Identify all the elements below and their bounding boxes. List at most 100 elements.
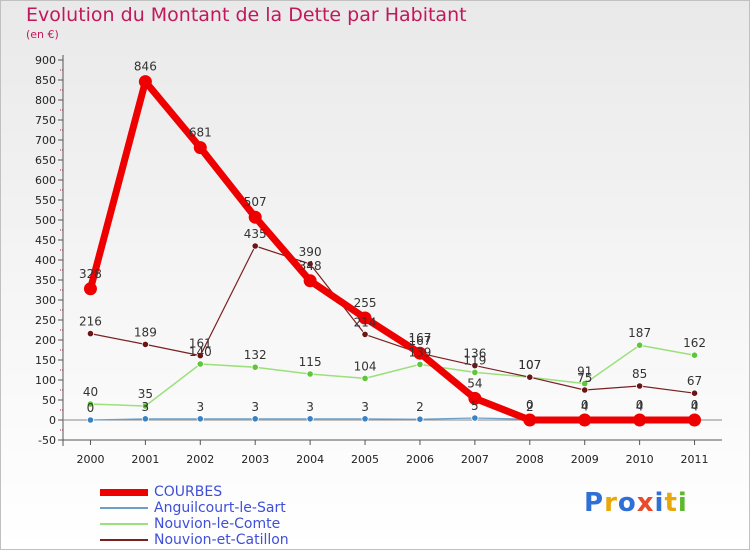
proxiti-logo: Proxiti (584, 488, 688, 518)
data-label-nouvion-le-comte: 140 (189, 345, 212, 359)
data-point-anguilcourt-le-sart (361, 415, 369, 423)
data-point-courbes (303, 274, 317, 288)
x-tick-label: 2011 (681, 453, 709, 466)
data-point-courbes (193, 141, 207, 155)
logo-letter: r (604, 488, 618, 518)
data-label-courbes: 54 (467, 376, 482, 390)
data-label-courbes: 681 (189, 126, 212, 140)
data-point-anguilcourt-le-sart (306, 415, 314, 423)
series-line-courbes (86, 78, 699, 424)
logo-letter: o (617, 488, 637, 518)
data-point-nouvion-et-catillon (251, 242, 259, 250)
y-tick-label: 200 (35, 334, 56, 347)
y-tick-label: 400 (35, 254, 56, 267)
data-point-nouvion-et-catillon (141, 340, 149, 348)
series-line-nouvion-le-comte (89, 344, 696, 407)
data-point-nouvion-le-comte (196, 360, 204, 368)
data-label-nouvion-le-comte: 35 (138, 387, 153, 401)
data-point-nouvion-et-catillon (636, 382, 644, 390)
y-tick-label: 750 (35, 114, 56, 127)
legend-label: Nouvion-le-Comte (154, 516, 281, 532)
y-tick-label: 300 (35, 294, 56, 307)
x-tick-label: 2008 (516, 453, 544, 466)
x-tick-label: 2007 (461, 453, 489, 466)
data-label-nouvion-le-comte: 119 (463, 353, 486, 367)
data-label-nouvion-le-comte: 139 (409, 345, 432, 359)
data-point-nouvion-le-comte (86, 400, 95, 408)
data-label-courbes: 255 (354, 296, 377, 310)
data-label-nouvion-le-comte: 162 (683, 336, 706, 350)
x-tick-label: 2000 (76, 453, 104, 466)
data-label-nouvion-le-comte: 91 (577, 365, 592, 379)
data-point-nouvion-le-comte (141, 402, 149, 410)
data-label-anguilcourt-le-sart: 3 (306, 400, 314, 414)
data-point-courbes (468, 391, 482, 405)
y-tick-label: 250 (35, 314, 56, 327)
data-point-nouvion-le-comte (306, 370, 314, 378)
x-tick-label: 2009 (571, 453, 599, 466)
legend-item-nouvion-le-comte: Nouvion-le-Comte (100, 516, 289, 532)
data-label-nouvion-le-comte: 107 (518, 358, 541, 372)
y-tick-label: 700 (35, 134, 56, 147)
y-tick-label: -50 (38, 434, 56, 447)
data-point-nouvion-et-catillon (196, 351, 204, 360)
data-point-nouvion-et-catillon (581, 386, 589, 394)
data-label-nouvion-et-catillon: 189 (134, 325, 157, 339)
y-tick-label: 50 (42, 394, 56, 407)
logo-letter: i (677, 488, 688, 518)
data-point-nouvion-et-catillon (690, 389, 699, 397)
data-point-nouvion-le-comte (636, 341, 644, 349)
data-label-anguilcourt-le-sart: 5 (471, 399, 479, 413)
data-point-nouvion-et-catillon (86, 329, 95, 338)
data-label-nouvion-et-catillon: 216 (79, 315, 102, 329)
data-label-nouvion-et-catillon: 67 (687, 374, 702, 388)
y-tick-label: 350 (35, 274, 56, 287)
legend-label: Nouvion-et-Catillon (154, 532, 289, 548)
data-label-courbes: 0 (526, 398, 534, 412)
x-tick-label: 2002 (186, 453, 214, 466)
x-tick-label: 2003 (241, 453, 269, 466)
y-tick-label: 500 (35, 214, 56, 227)
data-label-nouvion-le-comte: 40 (83, 385, 98, 399)
legend-swatch-courbes (100, 488, 148, 496)
y-tick-label: 850 (35, 74, 56, 87)
data-label-nouvion-et-catillon: 161 (189, 337, 212, 351)
x-tick-label: 2010 (626, 453, 654, 466)
legend-label: Anguilcourt-le-Sart (154, 500, 286, 516)
data-point-nouvion-et-catillon (306, 260, 314, 268)
data-label-anguilcourt-le-sart: 2 (526, 400, 534, 414)
data-point-anguilcourt-le-sart (141, 415, 149, 423)
data-point-nouvion-et-catillon (471, 361, 479, 370)
chart-title: Evolution du Montant de la Dette par Hab… (26, 4, 467, 26)
data-point-courbes (523, 413, 537, 427)
data-label-anguilcourt-le-sart: 0 (87, 401, 95, 415)
y-tick-label: 100 (35, 374, 56, 387)
x-tick-label: 2005 (351, 453, 379, 466)
y-tick-label: 450 (35, 234, 56, 247)
x-tick-label: 2004 (296, 453, 324, 466)
logo-letter: t (664, 488, 678, 518)
logo-letter: x (636, 488, 655, 518)
data-label-courbes: 0 (581, 398, 589, 412)
data-point-anguilcourt-le-sart (416, 415, 424, 423)
x-tick-label: 2006 (406, 453, 434, 466)
legend-swatch-nouvion-et-catillon (100, 539, 148, 541)
data-label-anguilcourt-le-sart: 3 (361, 400, 369, 414)
data-point-courbes (633, 413, 647, 427)
data-label-anguilcourt-le-sart: 4 (581, 399, 589, 413)
data-point-anguilcourt-le-sart (471, 414, 479, 422)
data-point-nouvion-et-catillon (361, 330, 369, 338)
data-label-nouvion-le-comte: 132 (244, 348, 267, 362)
data-point-nouvion-le-comte (251, 363, 259, 371)
data-label-courbes: 167 (409, 331, 432, 345)
y-tick-label: 550 (35, 194, 56, 207)
data-label-anguilcourt-le-sart: 3 (142, 400, 150, 414)
legend-label: COURBES (154, 484, 223, 500)
y-tick-label: 0 (49, 414, 56, 427)
y-tick-label: 150 (35, 354, 56, 367)
series-layer (83, 75, 702, 427)
legend-item-anguilcourt: Anguilcourt-le-Sart (100, 500, 289, 516)
